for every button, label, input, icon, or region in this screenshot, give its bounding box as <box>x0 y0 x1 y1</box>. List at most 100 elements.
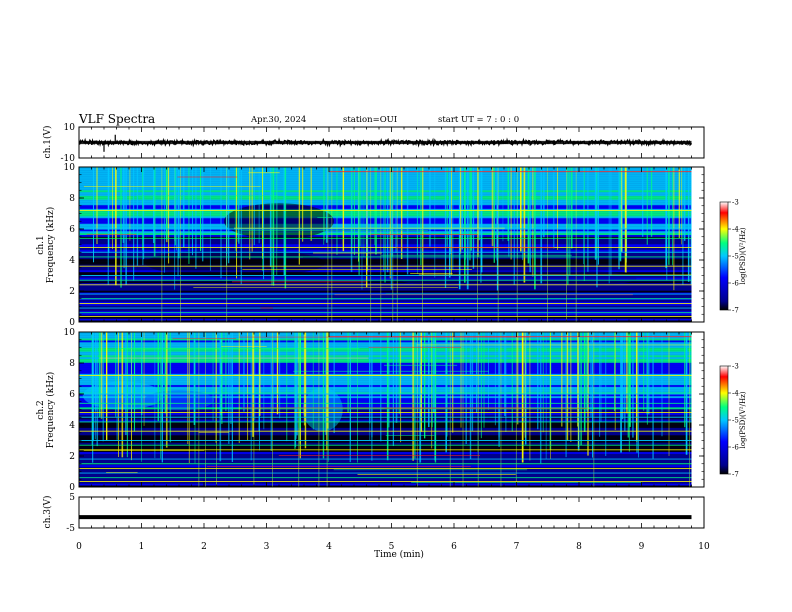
spectrogram-band <box>79 412 692 415</box>
spectrogram-band <box>79 312 692 315</box>
x-tick-label: 6 <box>451 542 457 552</box>
spectrogram-band <box>79 475 692 479</box>
spectrogram-band <box>79 459 692 462</box>
colorbar-tick-label: -6 <box>732 444 739 452</box>
spectrogram-band <box>79 305 692 308</box>
spectrogram-band <box>79 318 692 321</box>
spectrogram-band <box>79 429 692 432</box>
colorbar-tick-label: -7 <box>732 307 739 315</box>
spectrogram-band <box>79 436 692 440</box>
spectrogram-band <box>79 358 692 361</box>
x-tick-label: 8 <box>576 542 582 552</box>
spectrogram-band <box>79 466 692 469</box>
spectrogram-band <box>79 425 692 428</box>
ch3-waveform-panel: 5 -5 <box>66 493 705 534</box>
spectrogram-band <box>79 286 692 289</box>
spectrogram-band <box>79 292 692 295</box>
colorbar-tick-label: -4 <box>732 390 739 398</box>
colorbar-scale <box>719 365 729 475</box>
spectrogram-band <box>79 410 692 413</box>
x-tick-label: 3 <box>264 542 270 552</box>
y-tick-label: 6 <box>69 225 75 235</box>
spectrogram-band <box>79 438 692 441</box>
spectrogram-band <box>79 366 692 369</box>
x-tick-label: 7 <box>514 542 520 552</box>
spectrogram-band <box>79 360 692 363</box>
spectrogram-band <box>79 336 692 339</box>
y-tick-label: 0 <box>69 318 75 328</box>
spectrogram-band <box>79 294 692 297</box>
y-tick-label: 0 <box>69 483 75 493</box>
spectrogram-band <box>79 394 692 397</box>
date-label: Apr.30, 2024 <box>250 115 306 125</box>
y-tick-label: -5 <box>66 524 75 534</box>
spectrogram-band <box>79 442 692 445</box>
spectrogram-patch <box>145 249 326 278</box>
y-tick-label: 10 <box>64 328 76 338</box>
spectrogram-band <box>79 338 692 341</box>
spectrogram-band <box>79 349 692 352</box>
spectrogram-patch <box>302 387 343 432</box>
ch1-frequency-label: ch.1 Frequency (kHz) <box>36 207 56 284</box>
spectrogram-band <box>79 351 692 354</box>
x-tick-label: 10 <box>698 542 710 552</box>
spectrogram-band <box>79 403 692 406</box>
colorbar-label: log(PSD)(V²/Hz) <box>739 227 747 284</box>
spectrogram-band <box>79 308 692 312</box>
spectrogram-band <box>79 345 692 348</box>
spectrogram-band <box>79 453 692 456</box>
spectrogram-band <box>79 316 692 319</box>
ch2-spectrogram-panel: 0 2 4 6 8 10 <box>64 328 705 493</box>
y-tick-label: 10 <box>64 163 76 173</box>
start-time-label: start UT = 7 : 0 : 0 <box>438 115 519 125</box>
colorbar-tick-label: -5 <box>732 253 739 261</box>
spectrogram-band <box>79 320 692 322</box>
spectrogram-band <box>79 421 692 425</box>
spectrogram-band <box>79 460 692 464</box>
spectrogram-band <box>79 477 692 480</box>
colorbar-tick-label: -6 <box>732 280 739 288</box>
x-tick-label: 1 <box>139 542 145 552</box>
spectrogram-band <box>79 356 692 360</box>
spectrogram-band <box>79 440 692 443</box>
spectrogram-image <box>79 167 692 322</box>
spectrogram-band <box>79 388 692 391</box>
colorbar-scale <box>719 201 729 311</box>
ch2-colorbar: -3 -4 -5 -6 -7 log(PSD)(V²/Hz) <box>719 363 747 479</box>
x-tick-label: 0 <box>76 542 82 552</box>
svg-text:Frequency (kHz): Frequency (kHz) <box>45 372 56 449</box>
spectrogram-band <box>79 414 692 417</box>
spectrogram-band <box>79 375 692 378</box>
ch2-frequency-label: ch.2 Frequency (kHz) <box>36 372 56 449</box>
y-tick-label: 6 <box>69 390 75 400</box>
x-tick-label: 9 <box>639 542 645 552</box>
spectrogram-band <box>79 301 692 304</box>
spectrogram-band <box>79 334 692 337</box>
spectrogram-patch <box>144 390 214 411</box>
y-tick-label: -10 <box>61 154 76 164</box>
spectrogram-band <box>79 347 692 350</box>
spectrogram-band <box>79 470 692 473</box>
spectrogram-band <box>79 481 692 484</box>
station-label: station=OUI <box>343 115 397 125</box>
ch1-waveform-panel: 10 -10 <box>61 123 705 164</box>
no-data-strip <box>691 167 704 322</box>
svg-text:ch.2: ch.2 <box>36 400 46 419</box>
spectrogram-band <box>79 367 692 371</box>
x-tick-label: 4 <box>326 542 332 552</box>
spectrogram-band <box>79 290 692 293</box>
spectrogram-band <box>79 420 692 423</box>
spectrogram-band <box>79 380 692 384</box>
svg-text:Frequency (kHz): Frequency (kHz) <box>45 207 56 284</box>
spectrogram-band <box>79 418 692 421</box>
y-tick-label: 5 <box>69 493 75 503</box>
spectrogram-band <box>79 483 692 486</box>
spectrogram-band <box>79 457 692 460</box>
y-tick-label: 4 <box>69 256 75 266</box>
spectrogram-band <box>79 382 692 386</box>
spectrogram-band <box>79 485 692 487</box>
colorbar-tick-label: -3 <box>732 199 739 207</box>
figure-title: VLF Spectra <box>78 112 155 126</box>
spectrogram-band <box>79 377 692 380</box>
